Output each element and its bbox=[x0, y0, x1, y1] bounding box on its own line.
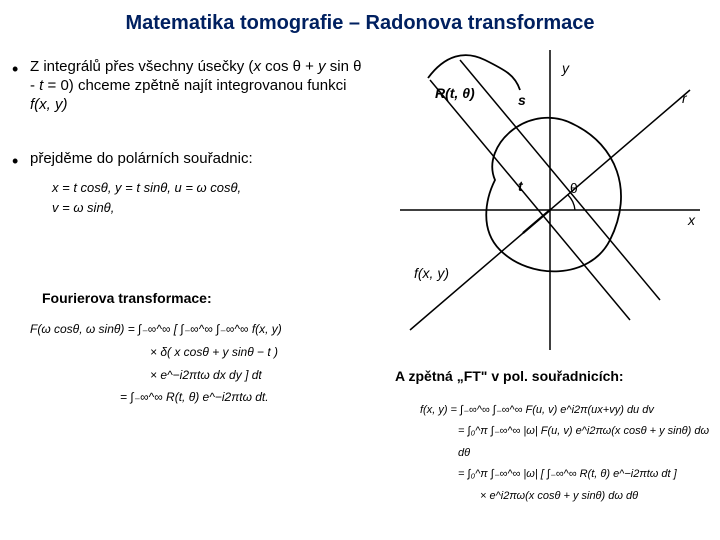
ift-label: A zpětná „FT" v pol. souřadnicích: bbox=[395, 368, 624, 384]
bullet-2: • přejděme do polárních souřadnic: bbox=[30, 150, 370, 169]
radon-diagram: y x s r t θ R(t, θ) f(x, y) bbox=[400, 50, 700, 350]
bullet1-cos: cos θ + bbox=[261, 58, 318, 75]
diagram-label-t: t bbox=[518, 178, 523, 194]
diagram-label-y: y bbox=[562, 60, 569, 76]
ift-l2: = ∫₀^π ∫₋∞^∞ |ω| F(u, v) e^i2πω(x cosθ +… bbox=[420, 421, 720, 464]
bullet1-eq0: = 0) chceme zpětně najít integrovanou fu… bbox=[43, 77, 346, 94]
fourier-l3: × e^−i2πtω dx dy ] dt bbox=[30, 364, 282, 387]
bullet-dot-icon: • bbox=[12, 150, 18, 173]
bullet1-fxy: f(x, y) bbox=[30, 96, 68, 113]
page-title: Matematika tomografie – Radonova transfo… bbox=[0, 12, 720, 35]
diagram-label-theta: θ bbox=[570, 180, 578, 196]
fourier-label: Fourierova transformace: bbox=[42, 290, 212, 306]
fourier-l1: F(ω cosθ, ω sinθ) = ∫₋∞^∞ [ ∫₋∞^∞ ∫₋∞^∞ … bbox=[30, 318, 282, 341]
bullet1-y: y bbox=[318, 58, 326, 75]
bullet1-text-prefix: Z integrálů přes všechny úsečky ( bbox=[30, 58, 253, 75]
fourier-l2: × δ( x cosθ + y sinθ − t ) bbox=[30, 341, 282, 364]
polar-eq-line1: x = t cosθ, y = t sinθ, u = ω cosθ, bbox=[52, 178, 241, 198]
diagram-label-r: r bbox=[682, 90, 687, 106]
bullet1-x: x bbox=[253, 58, 261, 75]
ift-l1: f(x, y) = ∫₋∞^∞ ∫₋∞^∞ F(u, v) e^i2π(ux+v… bbox=[420, 400, 720, 421]
diagram-label-x: x bbox=[688, 212, 695, 228]
bullet-dot-icon: • bbox=[12, 58, 18, 81]
fourier-l4: = ∫₋∞^∞ R(t, θ) e^−i2πtω dt. bbox=[30, 386, 282, 409]
bullet-1: • Z integrálů přes všechny úsečky (x cos… bbox=[30, 58, 370, 114]
ift-l4: × e^i2πω(x cosθ + y sinθ) dω dθ bbox=[420, 486, 720, 507]
diagram-label-R: R(t, θ) bbox=[435, 85, 475, 101]
diagram-label-fxy: f(x, y) bbox=[414, 265, 449, 281]
ift-l3: = ∫₀^π ∫₋∞^∞ |ω| [ ∫₋∞^∞ R(t, θ) e^−i2πt… bbox=[420, 464, 720, 485]
polar-equations: x = t cosθ, y = t sinθ, u = ω cosθ, v = … bbox=[52, 178, 241, 217]
polar-eq-line2: v = ω sinθ, bbox=[52, 198, 241, 218]
bullet2-text: přejděme do polárních souřadnic: bbox=[30, 150, 253, 167]
fourier-equation: F(ω cosθ, ω sinθ) = ∫₋∞^∞ [ ∫₋∞^∞ ∫₋∞^∞ … bbox=[30, 318, 282, 409]
ift-equation: f(x, y) = ∫₋∞^∞ ∫₋∞^∞ F(u, v) e^i2π(ux+v… bbox=[420, 400, 720, 507]
diagram-label-s: s bbox=[518, 92, 526, 108]
